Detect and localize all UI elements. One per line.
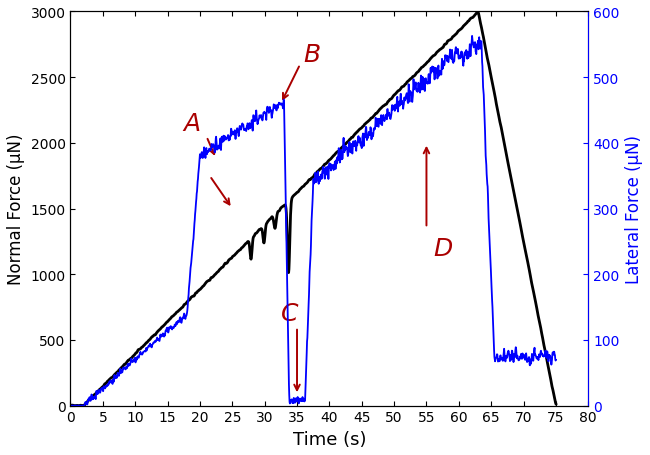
Text: B: B — [304, 43, 320, 67]
Text: A: A — [184, 111, 201, 136]
Y-axis label: Lateral Force (μN): Lateral Force (μN) — [625, 135, 643, 283]
X-axis label: Time (s): Time (s) — [292, 430, 366, 448]
Text: C: C — [281, 302, 298, 325]
Y-axis label: Normal Force (μN): Normal Force (μN) — [7, 133, 25, 285]
Text: D: D — [433, 236, 452, 260]
